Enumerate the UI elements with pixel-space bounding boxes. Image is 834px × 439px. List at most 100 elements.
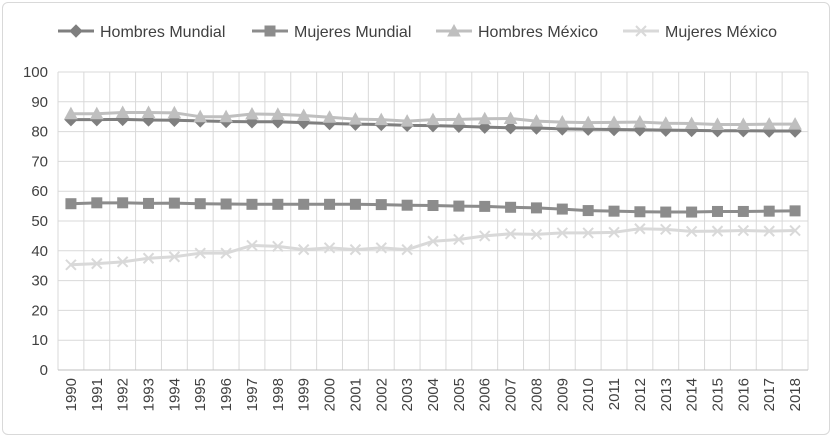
data-point [477, 111, 492, 125]
legend-label: Hombres Mundial [100, 24, 225, 41]
axes: 0 10 20 30 40 50 60 70 80 90 100 1990 1991 1992 1993 19… [23, 64, 808, 411]
legend-label: Mujeres Mundial [294, 24, 411, 41]
data-point [684, 116, 699, 130]
data-point [219, 109, 233, 123]
data-point [556, 203, 568, 215]
x-tick-label: 2016 [735, 378, 752, 411]
y-tick-label: 50 [31, 213, 48, 230]
legend-marker [264, 25, 276, 37]
data-point [143, 197, 155, 209]
data-point [737, 205, 749, 217]
y-tick-label: 0 [40, 362, 48, 379]
x-tick-label: 1993 [141, 378, 158, 411]
data-point [375, 242, 387, 254]
data-point [142, 252, 155, 264]
data-point [608, 205, 620, 217]
data-point [503, 121, 518, 135]
data-point [633, 115, 647, 128]
data-point [658, 116, 673, 129]
data-point [453, 200, 465, 212]
x-tick-label: 2014 [684, 378, 701, 411]
data-point [91, 197, 103, 209]
x-tick-label: 2003 [399, 378, 416, 411]
legend-label: Mujeres México [665, 24, 777, 41]
data-point [64, 106, 78, 120]
data-point [246, 198, 258, 210]
x-tick-label: 1990 [63, 378, 80, 411]
legend-entry: Hombres Mundial [58, 24, 225, 41]
data-point [246, 239, 258, 252]
legend-marker [635, 25, 647, 37]
data-point [272, 198, 284, 210]
data-point [479, 200, 491, 212]
x-tick-label: 2001 [347, 378, 364, 411]
series-1 [65, 197, 801, 218]
data-point [375, 199, 387, 211]
data-point [193, 109, 208, 123]
x-tick-label: 2011 [606, 378, 623, 410]
data-point [270, 107, 285, 120]
data-point [297, 243, 310, 256]
data-point [660, 206, 672, 218]
x-tick-label: 1997 [244, 378, 261, 411]
data-point [453, 233, 465, 246]
legend-entry: Mujeres Mundial [252, 24, 411, 41]
chart-frame [2, 2, 830, 435]
data-point [582, 227, 594, 239]
x-tick-label: 1996 [218, 378, 235, 411]
data-point [89, 106, 104, 120]
y-tick-label: 80 [31, 124, 48, 141]
data-point [529, 114, 544, 127]
x-tick-label: 2012 [632, 378, 649, 411]
x-tick-label: 2018 [787, 378, 804, 411]
legend-entry: Hombres México [436, 23, 598, 41]
x-tick-label: 1998 [270, 378, 287, 411]
data-point [401, 199, 413, 211]
data-point [789, 224, 801, 237]
series-3 [65, 223, 801, 271]
data-point [141, 105, 156, 119]
y-tick-label: 10 [31, 332, 48, 349]
data-point [763, 225, 775, 237]
data-point [711, 205, 723, 217]
y-tick-label: 100 [23, 64, 48, 81]
data-point [737, 224, 750, 237]
data-point [607, 115, 621, 128]
x-tick-label: 1992 [115, 378, 132, 411]
data-point [608, 226, 620, 239]
data-point [91, 257, 103, 270]
data-point [555, 115, 570, 128]
data-point [117, 197, 129, 209]
x-tick-label: 1991 [89, 378, 106, 411]
x-tick-label: 2006 [477, 378, 494, 411]
data-point [634, 223, 646, 235]
y-tick-label: 60 [31, 183, 48, 200]
data-point [530, 202, 542, 214]
data-point [400, 114, 414, 127]
x-tick-label: 2015 [709, 378, 726, 411]
y-tick-label: 90 [31, 94, 48, 111]
x-tick-label: 2010 [580, 378, 597, 411]
data-point [660, 223, 672, 236]
data-point [272, 240, 284, 253]
y-tick-label: 40 [31, 243, 48, 260]
data-point [789, 205, 801, 217]
data-point [505, 201, 517, 213]
legend-entry: Mujeres México [623, 24, 777, 41]
data-point [322, 110, 337, 123]
data-point [324, 198, 336, 210]
data-point [556, 227, 569, 239]
data-point [452, 112, 466, 125]
x-tick-label: 2008 [528, 378, 545, 411]
x-tick-label: 2009 [554, 378, 571, 411]
data-point [427, 235, 439, 247]
data-point [194, 247, 206, 259]
x-tick-label: 2000 [322, 378, 339, 411]
data-point [220, 247, 232, 259]
data-point [194, 198, 206, 210]
data-point [245, 106, 259, 120]
data-point [220, 198, 232, 210]
data-point [323, 242, 336, 254]
series-2 [64, 105, 802, 130]
data-point [168, 251, 181, 263]
